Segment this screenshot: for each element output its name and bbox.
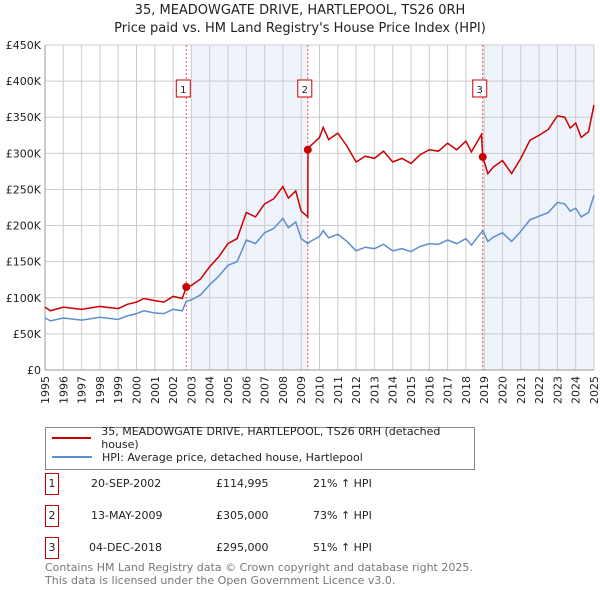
- sale-marker-badge: 2: [45, 505, 59, 527]
- chart-subtitle: Price paid vs. HM Land Registry's House …: [114, 21, 486, 36]
- sale-label-box: [175, 79, 191, 98]
- sale-hpi-diff: 73% ↑ HPI: [313, 509, 372, 522]
- legend-swatch: [52, 437, 92, 439]
- sale-marker-badge: 1: [45, 473, 59, 495]
- x-tick-label: 2007: [259, 376, 272, 404]
- y-tick-label: £250K: [6, 183, 42, 196]
- sale-label-box: [472, 79, 488, 98]
- y-tick-label: £350K: [6, 111, 42, 124]
- x-tick-label: 2008: [277, 376, 290, 404]
- y-tick-label: £300K: [6, 147, 42, 160]
- x-tick-label: 2019: [478, 376, 491, 404]
- legend-item-price: 35, MEADOWGATE DRIVE, HARTLEPOOL, TS26 0…: [52, 425, 474, 451]
- sale-hpi-diff: 21% ↑ HPI: [313, 477, 372, 490]
- sale-point: [478, 152, 487, 161]
- x-tick-label: 2021: [515, 376, 528, 404]
- sale-point: [303, 145, 312, 154]
- price-chart: 1995 1996 1997 1998 1999 2000 2001 2002 2003 2004…: [6, 39, 600, 404]
- sale-marker-badge: 3: [45, 537, 59, 559]
- x-tick-label: 2011: [332, 376, 345, 404]
- sale-label: 2: [302, 85, 308, 96]
- x-tick-label: 2013: [368, 376, 381, 404]
- y-tick-label: £450K: [6, 39, 42, 52]
- sale-label: 3: [477, 85, 483, 96]
- x-tick-label: 2010: [314, 376, 327, 404]
- legend-label: 35, MEADOWGATE DRIVE, HARTLEPOOL, TS26 0…: [101, 425, 441, 451]
- x-tick-label: 2022: [533, 376, 546, 404]
- sale-price: £295,000: [216, 541, 269, 554]
- x-tick-label: 2004: [204, 376, 217, 404]
- legend-swatch: [52, 456, 92, 458]
- price-line: [44, 104, 595, 312]
- chart-title: 35, MEADOWGATE DRIVE, HARTLEPOOL, TS26 0…: [134, 3, 466, 18]
- x-tick-label: 1999: [112, 376, 125, 404]
- footer-line: This data is licensed under the Open Gov…: [45, 574, 396, 587]
- x-tick-label: 2014: [387, 376, 400, 404]
- x-tick-label: 2024: [570, 376, 583, 404]
- hpi-line: [44, 194, 595, 322]
- y-tick-label: £200K: [6, 220, 42, 233]
- x-tick-label: 1995: [39, 376, 52, 404]
- x-tick-label: 2018: [460, 376, 473, 404]
- sale-price: £114,995: [216, 477, 269, 490]
- x-tick-label: 2017: [442, 376, 455, 404]
- sale-date: 04-DEC-2018: [89, 541, 163, 554]
- sale-label: 1: [180, 85, 186, 96]
- x-tick-label: 1996: [57, 376, 70, 404]
- x-tick-label: 2012: [350, 376, 363, 404]
- y-tick-label: £50K: [13, 328, 42, 341]
- shaded-period: [191, 45, 308, 370]
- x-tick-label: 2020: [497, 376, 510, 404]
- x-tick-label: 2023: [551, 376, 564, 404]
- legend: 35, MEADOWGATE DRIVE, HARTLEPOOL, TS26 0…: [45, 425, 475, 470]
- x-tick-label: 1998: [94, 376, 107, 404]
- sale-point: [182, 282, 191, 291]
- x-tick-label: 2009: [295, 376, 308, 404]
- x-tick-label: 2015: [405, 376, 418, 404]
- x-tick-label: 2001: [149, 376, 162, 404]
- x-tick-label: 2006: [240, 376, 253, 404]
- y-tick-label: £400K: [6, 75, 42, 88]
- footer-line: Contains HM Land Registry data © Crown c…: [45, 561, 473, 574]
- x-tick-label: 2002: [167, 376, 180, 404]
- legend-label: HPI: Average price, detached house, Hart…: [102, 450, 363, 464]
- sale-price: £305,000: [216, 509, 269, 522]
- x-tick-label: 2000: [131, 376, 144, 404]
- shaded-period: [482, 45, 594, 370]
- y-tick-label: £100K: [6, 292, 42, 305]
- sale-label-box: [297, 79, 313, 98]
- x-tick-label: 2003: [185, 376, 198, 404]
- x-tick-label: 2025: [588, 376, 600, 404]
- y-tick-label: £0: [27, 364, 41, 377]
- legend-item-hpi: HPI: Average price, detached house, Hart…: [52, 449, 363, 465]
- y-tick-label: £150K: [6, 256, 42, 269]
- x-tick-label: 2005: [222, 376, 235, 404]
- sale-date: 20-SEP-2002: [91, 477, 162, 490]
- sale-hpi-diff: 51% ↑ HPI: [313, 541, 372, 554]
- sale-date: 13-MAY-2009: [91, 509, 163, 522]
- x-tick-label: 1997: [76, 376, 89, 404]
- x-tick-label: 2016: [423, 376, 436, 404]
